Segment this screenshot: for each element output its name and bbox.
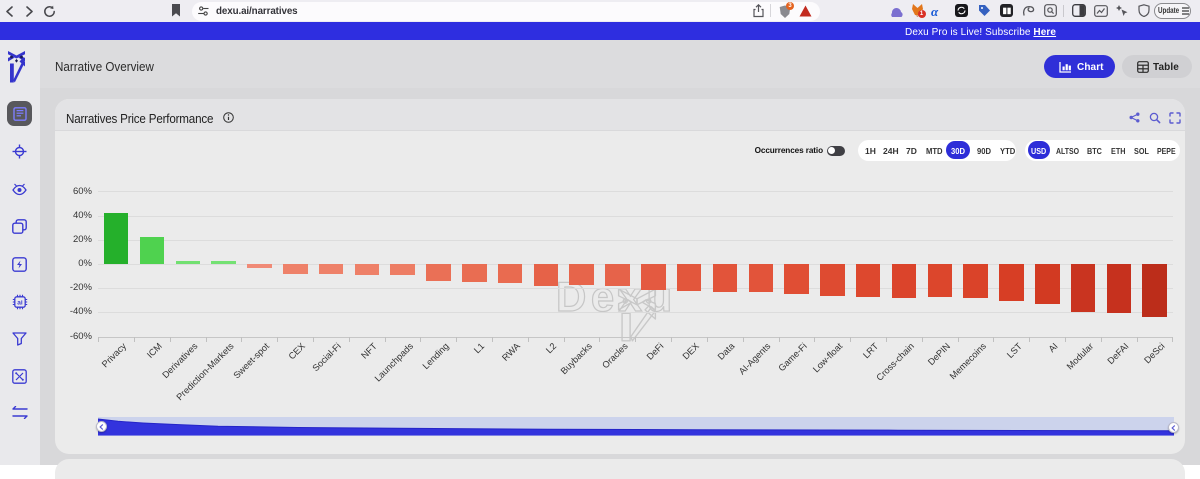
svg-text:ai: ai — [17, 299, 23, 306]
